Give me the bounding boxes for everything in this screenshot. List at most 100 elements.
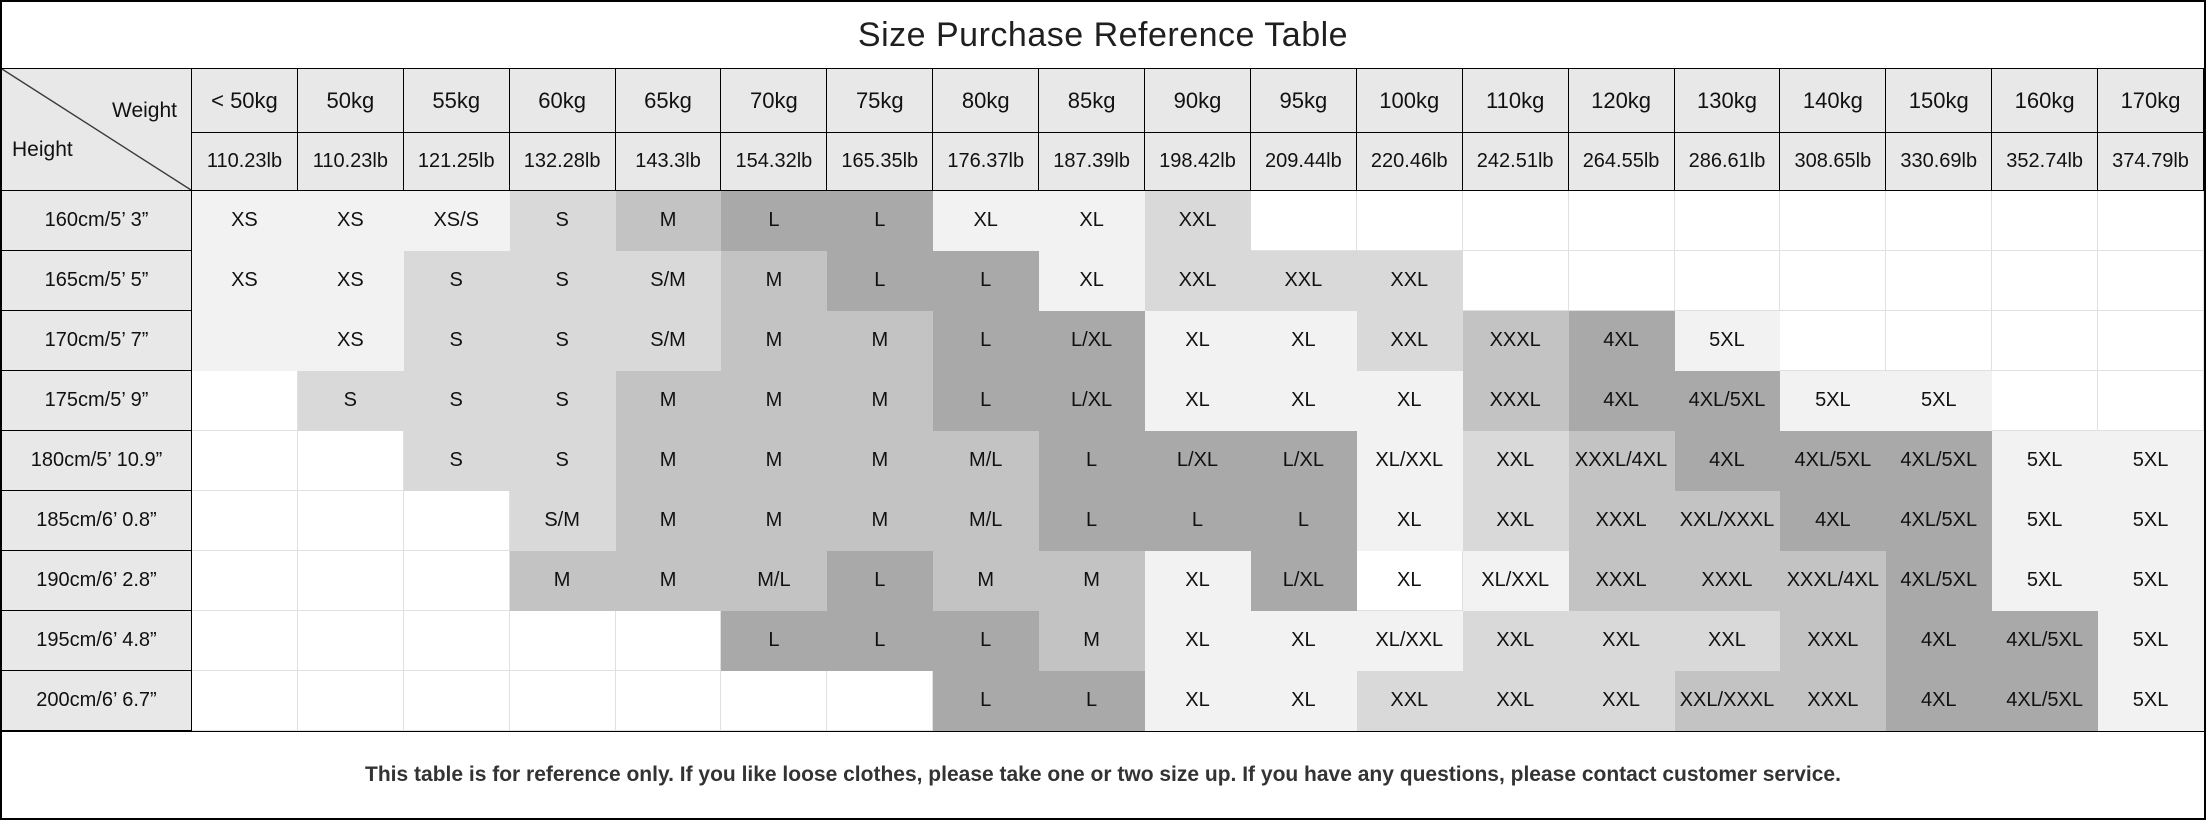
size-cell: M [827, 431, 934, 491]
size-cell: S [509, 311, 616, 371]
size-cell: L [1039, 671, 1146, 731]
size-cell: XXL [1462, 611, 1569, 671]
col-header-kg: 50kg [297, 69, 404, 133]
size-cell: XXL [1145, 251, 1251, 311]
col-header-lb: 286.61lb [1674, 133, 1781, 191]
size-cell: XXL [1568, 671, 1675, 731]
row-header-height: 165cm/5’ 5” [2, 251, 192, 311]
size-cell: 4XL/5XL [1992, 671, 2099, 731]
col-header-lb: 330.69lb [1886, 133, 1993, 191]
col-header-kg: 80kg [933, 69, 1040, 133]
size-cell: 4XL [1568, 371, 1675, 431]
size-cell [297, 611, 404, 671]
col-header-kg: 95kg [1250, 69, 1357, 133]
size-cell [615, 611, 722, 671]
size-cell [1886, 191, 1993, 251]
size-cell: 4XL/5XL [1992, 611, 2099, 671]
size-cell: 5XL [1992, 551, 2099, 611]
size-cell: 4XL/5XL [1780, 431, 1887, 491]
size-cell [1462, 191, 1569, 251]
size-cell: 5XL [2098, 551, 2204, 611]
size-cell: M [827, 311, 934, 371]
size-cell: XS [297, 311, 404, 371]
size-cell: M [1039, 611, 1146, 671]
col-header-kg: 55kg [403, 69, 510, 133]
size-cell: XXXL [1462, 371, 1569, 431]
col-header-kg: 160kg [1992, 69, 2099, 133]
size-cell [1886, 251, 1993, 311]
col-header-kg: 60kg [509, 69, 616, 133]
size-cell: M [721, 371, 828, 431]
col-header-lb: 187.39lb [1039, 133, 1146, 191]
col-header-lb: 198.42lb [1145, 133, 1251, 191]
size-cell: M [509, 551, 616, 611]
size-cell: XXXL [1568, 491, 1675, 551]
size-cell: XXXL [1780, 611, 1887, 671]
size-cell: M [721, 431, 828, 491]
size-cell: XL [1250, 311, 1357, 371]
size-cell: L [827, 611, 934, 671]
size-cell: S [403, 371, 510, 431]
size-cell [297, 491, 404, 551]
size-cell: XL [1250, 671, 1357, 731]
size-cell: 5XL [1674, 311, 1781, 371]
size-cell [1250, 191, 1357, 251]
size-cell [2098, 371, 2204, 431]
col-header-kg: 90kg [1145, 69, 1251, 133]
size-cell: XXL [1356, 311, 1463, 371]
size-cell [1356, 191, 1463, 251]
size-cell [297, 671, 404, 731]
size-cell: L/XL [1250, 551, 1357, 611]
size-cell [827, 671, 934, 731]
size-cell [192, 671, 298, 731]
col-header-lb: 110.23lb [297, 133, 404, 191]
size-cell: M [615, 371, 722, 431]
size-cell: S [509, 251, 616, 311]
size-cell [1462, 251, 1569, 311]
size-cell: XL [1356, 491, 1463, 551]
size-cell: M [615, 431, 722, 491]
size-cell: XL [1356, 551, 1463, 611]
size-cell: XXL [1462, 671, 1569, 731]
size-cell [1886, 311, 1993, 371]
size-cell: M/L [933, 491, 1040, 551]
size-cell: XXL [1145, 191, 1251, 251]
size-cell: L [933, 311, 1040, 371]
row-header-height: 185cm/6’ 0.8” [2, 491, 192, 551]
row-header-height: 200cm/6’ 6.7” [2, 671, 192, 731]
size-cell: M [721, 251, 828, 311]
size-cell: L [827, 251, 934, 311]
size-cell: XL [1250, 371, 1357, 431]
size-cell [403, 611, 510, 671]
size-cell: M [615, 551, 722, 611]
size-cell: 4XL [1886, 671, 1993, 731]
size-cell [1992, 311, 2099, 371]
size-cell: L [1039, 491, 1146, 551]
size-cell [721, 671, 828, 731]
size-cell: XXXL/4XL [1780, 551, 1887, 611]
size-cell: L/XL [1039, 371, 1146, 431]
col-header-lb: 121.25lb [403, 133, 510, 191]
size-cell [192, 431, 298, 491]
col-header-lb: 242.51lb [1462, 133, 1569, 191]
size-cell [1992, 191, 2099, 251]
size-cell: XS [192, 191, 298, 251]
size-cell: M [615, 491, 722, 551]
col-header-kg: 130kg [1674, 69, 1781, 133]
size-cell: S/M [615, 311, 722, 371]
col-header-lb: 264.55lb [1568, 133, 1675, 191]
size-cell: XL [1039, 251, 1146, 311]
size-cell: XL [1145, 611, 1251, 671]
size-cell: XL [1145, 671, 1251, 731]
col-header-lb: 154.32lb [721, 133, 828, 191]
size-cell [297, 551, 404, 611]
size-cell: XS [297, 191, 404, 251]
size-cell: M [827, 491, 934, 551]
size-cell [1780, 311, 1887, 371]
corner-header-cell: Weight Height [2, 69, 192, 191]
col-header-kg: 110kg [1462, 69, 1569, 133]
size-cell: L [933, 251, 1040, 311]
size-cell [2098, 311, 2204, 371]
size-cell: XS/S [403, 191, 510, 251]
size-cell: XL [1356, 371, 1463, 431]
